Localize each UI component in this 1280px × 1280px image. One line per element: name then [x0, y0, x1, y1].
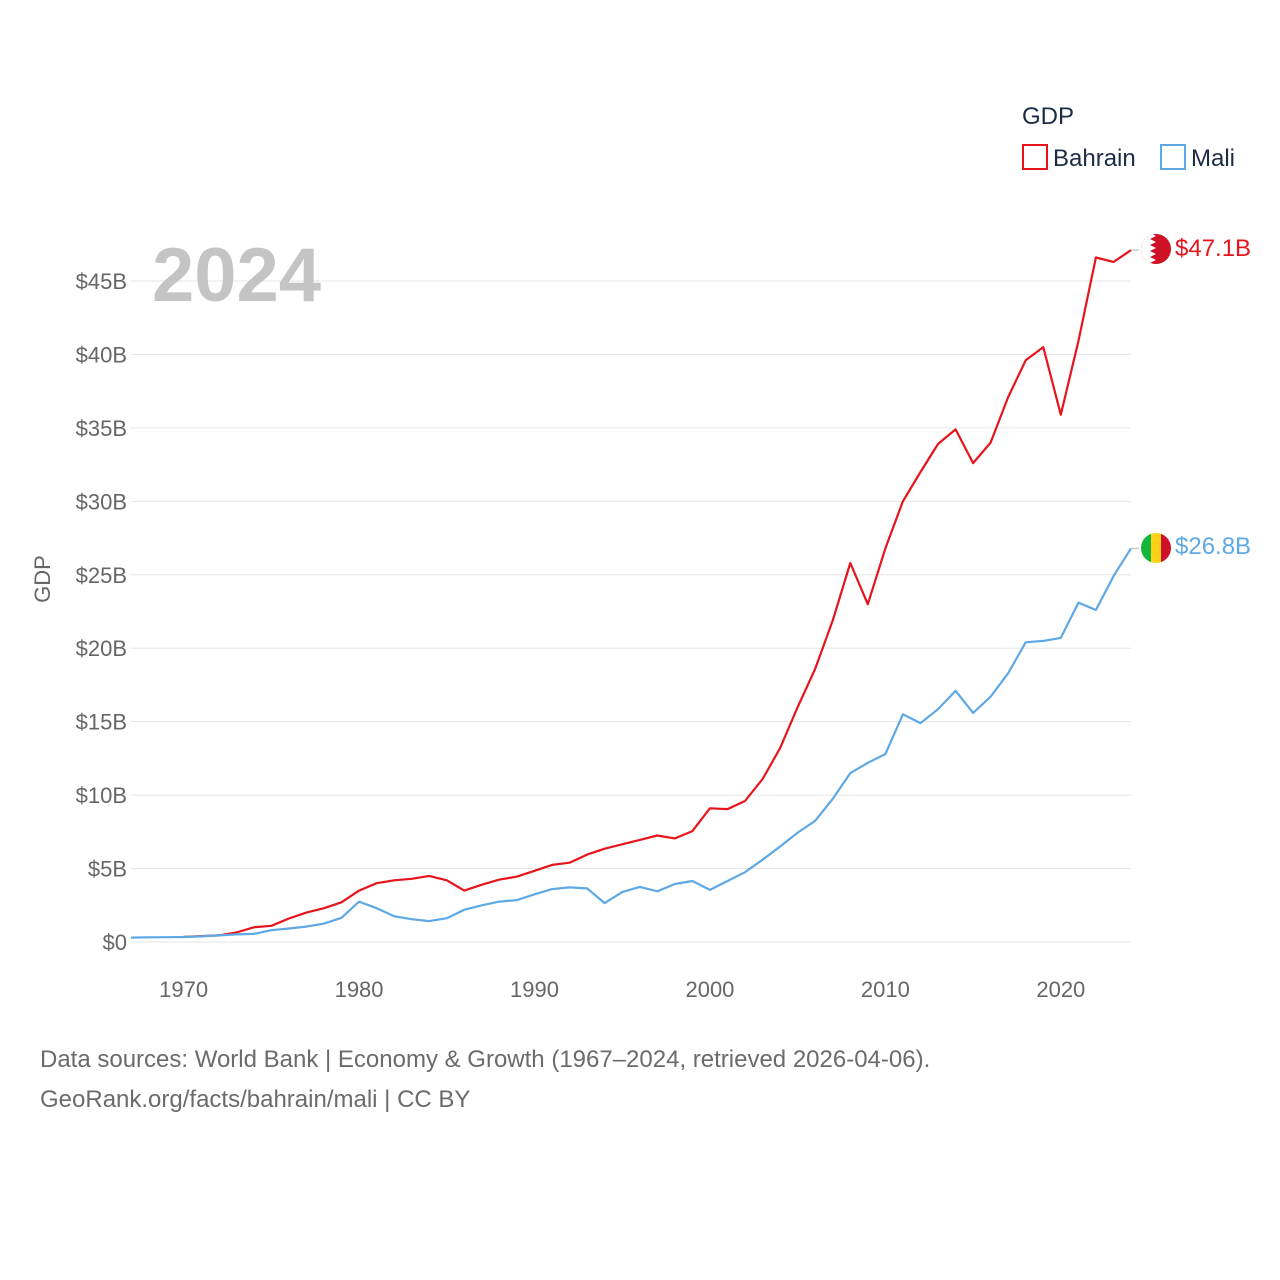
y-tick-label: $20B: [76, 636, 127, 661]
y-tick-label: $25B: [76, 563, 127, 588]
legend-label-bahrain: Bahrain: [1053, 145, 1136, 172]
x-tick-label: 1980: [335, 977, 384, 1002]
x-tick-label: 2020: [1036, 977, 1085, 1002]
legend-swatch-mali: [1160, 144, 1186, 170]
y-tick-label: $40B: [76, 342, 127, 367]
year-label: 2024: [152, 233, 321, 318]
y-tick-label: $30B: [76, 489, 127, 514]
series-lines: [130, 249, 1139, 939]
x-tick-label: 1990: [510, 977, 559, 1002]
grid-lines: [131, 280, 1131, 943]
footer-line-1: Data sources: World Bank | Economy & Gro…: [40, 1046, 931, 1073]
legend[interactable]: GDP Bahrain Mali: [1022, 103, 1235, 172]
bahrain-end-value: $47.1B: [1175, 235, 1251, 262]
footer-source: Data sources: World Bank | Economy & Gro…: [40, 1040, 930, 1120]
legend-swatch-bahrain: [1022, 144, 1048, 170]
y-axis-ticks: $0 $5B $10B $15B $20B $25B $30B $35B $40B $45B: [76, 269, 127, 955]
series-line-bahrain: [183, 249, 1132, 938]
x-tick-label: 1970: [159, 977, 208, 1002]
legend-title: GDP: [1022, 103, 1074, 130]
mali-flag-icon: [1141, 533, 1171, 563]
x-axis-ticks: 1970 1980 1990 2000 2010 2020: [159, 977, 1085, 1002]
y-tick-label: $35B: [76, 416, 127, 441]
y-axis-label: GDP: [30, 555, 55, 603]
legend-item-bahrain[interactable]: Bahrain: [1022, 144, 1136, 172]
legend-label-mali: Mali: [1191, 145, 1235, 172]
bahrain-flag-icon: [1141, 234, 1171, 264]
x-tick-label: 2000: [685, 977, 734, 1002]
series-line-mali: [130, 547, 1132, 939]
y-tick-label: $5B: [88, 857, 127, 882]
y-tick-label: $15B: [76, 710, 127, 735]
y-tick-label: $45B: [76, 269, 127, 294]
legend-item-mali[interactable]: Mali: [1160, 144, 1235, 172]
y-tick-label: $0: [103, 930, 127, 955]
footer-line-2: GeoRank.org/facts/bahrain/mali | CC BY: [40, 1086, 471, 1113]
y-tick-label: $10B: [76, 783, 127, 808]
x-tick-label: 2010: [861, 977, 910, 1002]
mali-end-value: $26.8B: [1175, 533, 1251, 560]
